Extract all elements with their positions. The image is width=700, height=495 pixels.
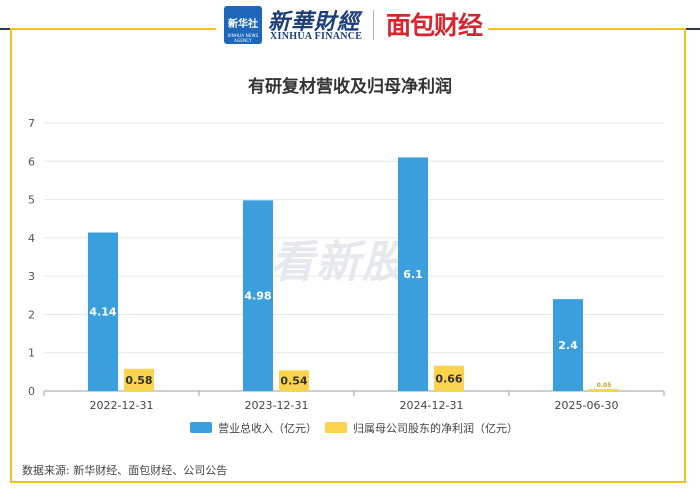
xinhua-news-logo: 新华社 XINHUA NEWS AGENCY (224, 6, 262, 44)
legend-item-profit[interactable]: 归属母公司股东的净利润（亿元） (325, 420, 518, 436)
y-tick-label: 0 (28, 385, 35, 398)
profit-data-label: 0.66 (435, 372, 462, 385)
y-tick-label: 2 (28, 308, 35, 321)
content-frame (10, 28, 686, 483)
chart-title: 有研复材营收及归母净利润 (248, 77, 452, 97)
profit-data-label: 0.05 (597, 382, 612, 389)
xinhua-finance-logo-en: XINHUA FINANCE (270, 31, 363, 42)
profit-data-label: 0.54 (280, 375, 307, 388)
profit-data-label: 0.58 (125, 374, 152, 387)
y-tick-label: 1 (28, 347, 35, 360)
revenue-bar (243, 200, 273, 391)
legend-label-profit: 归属母公司股东的净利润（亿元） (353, 422, 518, 435)
legend-item-revenue[interactable]: 营业总收入（亿元） (190, 420, 317, 436)
revenue-bar (553, 299, 583, 391)
x-tick-label: 2023-12-31 (245, 399, 309, 412)
profit-bar (124, 368, 154, 391)
legend-label-revenue: 营业总收入（亿元） (218, 422, 317, 435)
logo-box-en: XINHUA NEWS AGENCY (227, 33, 259, 43)
logo-divider (373, 10, 374, 40)
legend: 营业总收入（亿元） 归属母公司股东的净利润（亿元） (0, 420, 700, 440)
x-tick-label: 2022-12-31 (90, 399, 154, 412)
y-tick-label: 6 (28, 155, 35, 168)
data-source-note: 数据来源: 新华财经、面包财经、公司公告 (22, 464, 228, 477)
y-tick-label: 7 (28, 117, 35, 130)
watermark: 看新股 (270, 237, 408, 288)
mianbao-finance-logo: 面包财经 (386, 11, 483, 40)
revenue-bar (398, 157, 428, 391)
legend-swatch-profit (325, 422, 347, 433)
x-tick-label: 2024-12-31 (400, 399, 464, 412)
legend-swatch-revenue (190, 422, 212, 433)
frame-top-right (488, 28, 686, 30)
logo-box-cn: 新华社 (228, 19, 258, 30)
revenue-data-label: 4.14 (89, 306, 116, 319)
profit-bar (279, 370, 309, 391)
frame-top-left (10, 28, 216, 30)
xinhua-finance-logo-cn: 新華財經 (268, 9, 361, 35)
x-tick-label: 2025-06-30 (555, 399, 619, 412)
y-tick-label: 3 (28, 270, 35, 283)
profit-bar (434, 365, 464, 391)
revenue-bar (88, 232, 118, 391)
revenue-data-label: 2.4 (558, 339, 578, 352)
y-tick-label: 4 (28, 232, 35, 245)
revenue-data-label: 6.1 (403, 268, 423, 281)
y-tick-label: 5 (28, 194, 35, 207)
revenue-data-label: 4.98 (244, 290, 271, 303)
profit-bar (589, 389, 619, 391)
